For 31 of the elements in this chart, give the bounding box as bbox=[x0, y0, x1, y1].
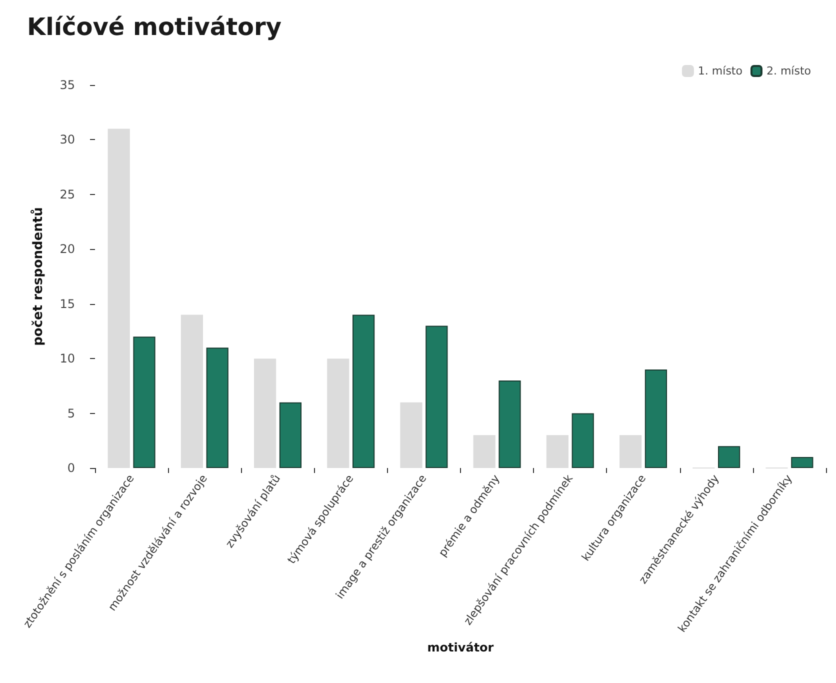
y-tick-label: 5 bbox=[67, 406, 75, 420]
bar bbox=[206, 348, 228, 468]
bar bbox=[254, 358, 276, 468]
bar bbox=[327, 358, 350, 468]
y-tick-label: 0 bbox=[67, 461, 75, 475]
bar bbox=[108, 128, 130, 468]
legend-label: 1. místo bbox=[698, 64, 743, 78]
bar bbox=[473, 435, 496, 468]
bar bbox=[400, 402, 422, 468]
bar bbox=[180, 314, 203, 468]
bar bbox=[279, 402, 302, 468]
bar bbox=[644, 370, 668, 468]
y-tick-label: 20 bbox=[60, 242, 75, 256]
y-axis-title: počet respondentů bbox=[30, 207, 46, 346]
y-tick-label: 30 bbox=[60, 132, 75, 147]
bar bbox=[572, 413, 594, 468]
bar bbox=[718, 446, 740, 468]
chart-title: Klíčové motivátory bbox=[27, 13, 282, 41]
y-tick-label: 15 bbox=[60, 296, 75, 311]
bar bbox=[546, 435, 568, 468]
bar bbox=[133, 336, 156, 468]
bar bbox=[498, 380, 521, 468]
bar bbox=[426, 326, 448, 468]
bar bbox=[352, 314, 375, 468]
y-tick-label: 35 bbox=[60, 78, 75, 92]
bar bbox=[619, 435, 642, 468]
bar bbox=[791, 457, 814, 468]
y-tick-label: 25 bbox=[60, 187, 75, 202]
y-tick-label: 10 bbox=[60, 352, 75, 366]
x-axis-title: motivátor bbox=[427, 640, 494, 655]
legend-label: 2. místo bbox=[766, 64, 812, 78]
